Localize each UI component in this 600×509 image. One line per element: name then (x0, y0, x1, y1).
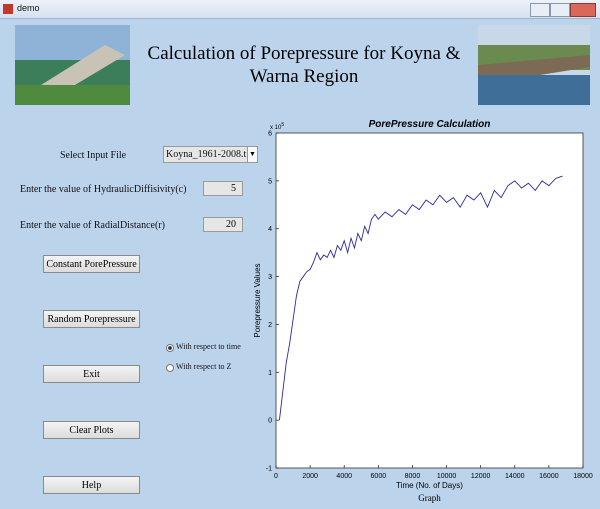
dropdown-arrow[interactable]: ▼ (247, 147, 257, 162)
window-title: demo (17, 3, 40, 13)
y-tick-label: 5 (268, 178, 272, 185)
chart-caption: Graph (418, 493, 441, 503)
radio-label: With respect to time (176, 342, 241, 351)
x-tick-label: 8000 (405, 473, 421, 480)
series-line (278, 175, 563, 421)
close-button[interactable] (570, 3, 596, 17)
exit-button[interactable]: Exit (43, 365, 140, 383)
clear-button[interactable]: Clear Plots (43, 421, 140, 439)
title-bar: demo (0, 0, 600, 19)
y-multiplier-exponent: 5 (281, 122, 284, 128)
header-line: Calculation of Porepressure for Koyna & (147, 43, 461, 64)
x-tick-label: 12000 (471, 473, 491, 480)
x-axis-label: Time (No. of Days) (396, 481, 463, 490)
help-button[interactable]: Help (43, 476, 140, 494)
maximize-button[interactable] (550, 3, 570, 17)
constant-button[interactable]: Constant PorePressure (43, 255, 140, 273)
diffusivity-input[interactable]: 5 (203, 181, 243, 196)
random-button[interactable]: Random Porepressure (43, 310, 140, 328)
x-tick-label: 18000 (573, 473, 593, 480)
y-multiplier: x 105 (270, 122, 284, 131)
y-tick-label: -1 (266, 466, 272, 473)
y-tick-label: 6 (268, 131, 272, 138)
file-dropdown[interactable]: Koyna_1961-2008.t... ▼ (163, 146, 258, 163)
minimize-button[interactable] (530, 3, 550, 17)
y-axis-label: Porepressure Values (253, 263, 262, 337)
x-tick-label: 4000 (336, 473, 352, 480)
header-line: Warna Region (249, 66, 359, 87)
x-tick-label: 2000 (302, 473, 318, 480)
radio-button[interactable] (166, 344, 174, 352)
y-tick-label: 1 (268, 370, 272, 377)
diffusivity-label: Enter the value of HydraulicDiffisivity(… (20, 184, 187, 195)
dam-photo-left (15, 25, 130, 105)
distance-input[interactable]: 20 (203, 217, 243, 232)
header-title: Calculation of Porepressure for Koyna & … (130, 42, 478, 88)
dropdown-value: Koyna_1961-2008.t... (166, 149, 254, 160)
x-tick-label: 6000 (371, 473, 387, 480)
x-tick-label: 14000 (505, 473, 525, 480)
x-tick-label: 16000 (539, 473, 559, 480)
y-tick-label: 4 (268, 226, 272, 233)
x-tick-label: 0 (274, 473, 278, 480)
y-tick-label: 0 (268, 418, 272, 425)
y-tick-label: 3 (268, 274, 272, 281)
dam-photo-right (478, 25, 590, 105)
y-multiplier-base: x 10 (270, 125, 282, 131)
distance-label: Enter the value of RadialDistance(r) (20, 220, 165, 231)
plot-area (275, 132, 584, 469)
select-label: Select Input File (60, 150, 127, 161)
y-tick-label: 2 (268, 322, 272, 329)
chart-title: PorePressure Calculation (369, 119, 491, 130)
app-icon (3, 4, 13, 14)
radio-button[interactable] (166, 364, 174, 372)
x-tick-label: 10000 (437, 473, 457, 480)
chart: PorePressure Calculation 0 2000 4000 6000 800… (253, 119, 593, 503)
radio-label: With respect to Z (176, 362, 232, 371)
